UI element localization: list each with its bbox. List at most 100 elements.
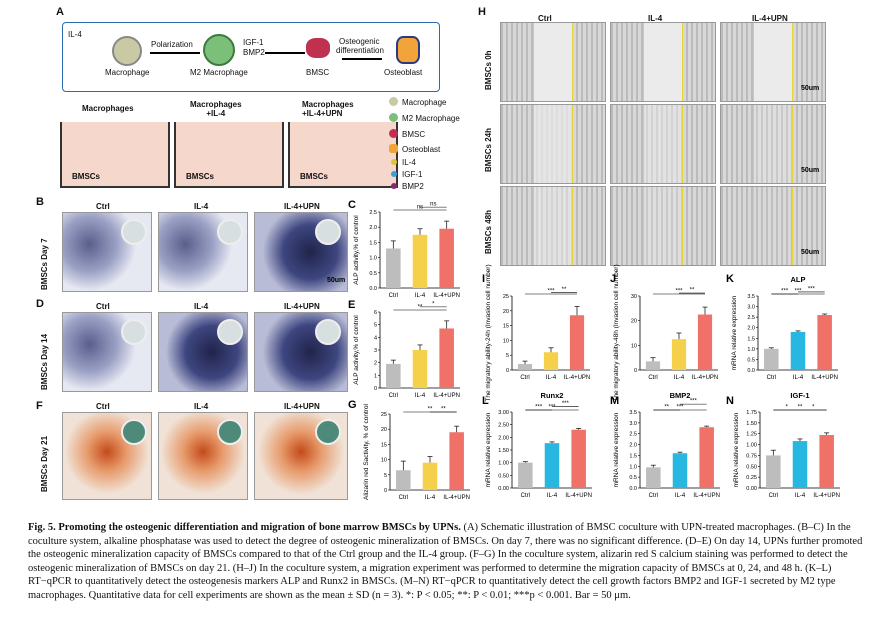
legend-item: BMP2: [402, 182, 424, 191]
significance-label: ***: [535, 405, 543, 411]
panel-label: E: [348, 299, 355, 311]
bar: [449, 432, 464, 490]
y-tick-label: 3.0: [629, 421, 637, 427]
bar: [672, 453, 688, 488]
y-tick-label: 2.0: [747, 326, 755, 332]
y-tick-label: 0.00: [746, 486, 757, 492]
migration-image: [500, 104, 606, 184]
igf1-dot-icon: [391, 171, 397, 177]
y-tick-label: 2.5: [747, 315, 755, 321]
y-tick-label: 0.00: [498, 486, 509, 492]
scale-bar-label: 50um: [801, 167, 820, 174]
group-header: IL-4: [648, 14, 663, 23]
y-tick-label: 4: [374, 335, 377, 341]
scratch-gap: [643, 105, 683, 183]
significance-label: ns: [417, 205, 423, 211]
y-tick-label: 30: [631, 294, 637, 300]
y-tick-label: 0.5: [369, 271, 377, 277]
bmp2-label: BMP2: [243, 48, 265, 57]
x-tick-label: IL-4+UPN: [564, 375, 591, 381]
bar: [439, 228, 454, 288]
well-macrophages: [60, 122, 170, 188]
bmscs-label: BMSCs: [186, 172, 215, 181]
migration-image: [610, 186, 716, 266]
chart-title: IGF-1: [790, 391, 809, 400]
significance-label: ***: [675, 289, 683, 295]
significance-label: ***: [547, 289, 555, 295]
migration-image: 50um: [720, 104, 826, 184]
y-tick-label: 0: [634, 368, 637, 374]
well-il4-upn: [288, 122, 398, 188]
migration-image: [610, 22, 716, 102]
x-tick-label: Ctrl: [399, 495, 408, 501]
bar: [544, 443, 560, 488]
ars-image-ctrl-day21: [62, 412, 152, 500]
bar: [439, 328, 454, 388]
m2-macrophage-cell-icon: [203, 34, 235, 66]
migration-image: [610, 104, 716, 184]
y-tick-label: 5: [384, 473, 387, 479]
chart-j: J 0 10 20 30 The migratory ability-48h (Invas…: [610, 264, 718, 401]
x-tick-label: IL-4: [675, 493, 686, 499]
scratch-gap: [753, 105, 793, 183]
figure-title: Promoting the osteogenic differentiation…: [58, 522, 461, 533]
group-header: Ctrl: [96, 302, 110, 311]
chart-title: ALP: [791, 275, 806, 284]
group-header: IL-4+UPN: [752, 14, 788, 23]
y-tick-label: 3: [374, 348, 377, 354]
y-tick-label: 0.25: [746, 475, 757, 481]
panel-label: G: [348, 399, 357, 411]
group-header: IL-4+UPN: [284, 302, 320, 311]
bar: [422, 462, 438, 490]
legend-item: Macrophage: [402, 98, 447, 107]
igf1-label: IGF-1: [243, 38, 264, 47]
chart-m: M 0.0 0.5 1.0 1.5 2.0 2.5 3.0 3.5 mRNA relative e…: [610, 391, 720, 499]
y-axis-label: mRNA relative expression: [731, 295, 738, 370]
panel-label: N: [726, 395, 734, 407]
y-tick-label: 1.0: [369, 256, 377, 262]
scale-bar-label: 50um: [801, 249, 820, 256]
bar: [766, 455, 781, 488]
y-tick-label: 1.75: [746, 410, 757, 416]
y-tick-label: 0.75: [746, 453, 757, 459]
significance-label: ***: [808, 286, 816, 292]
significance-label: ns: [430, 202, 436, 208]
group-header: IL-4+UPN: [284, 402, 320, 411]
bar-charts: C 0.0 0.5 1.0 1.5 2.0 2.5 ALP activity,% of con…: [348, 199, 840, 501]
y-tick-label: 0.5: [629, 475, 637, 481]
bmsc-icon: [389, 129, 398, 138]
chart-k: K 0.0 0.5 1.0 1.5 2.0 2.5 3.0 3.5 mRNA relative e…: [726, 273, 838, 381]
bar: [792, 441, 808, 488]
bmsc-label: BMSC: [306, 68, 330, 77]
m2-macrophage-icon: [389, 113, 398, 122]
y-tick-label: 3.5: [629, 410, 637, 416]
scale-bar-label: 50um: [327, 277, 346, 284]
group-header: IL-4: [194, 202, 209, 211]
x-tick-label: Ctrl: [648, 375, 657, 381]
y-tick-label: 1.0: [629, 464, 637, 470]
osteoblast-cell-icon: [396, 36, 420, 64]
x-tick-label: Ctrl: [649, 493, 658, 499]
scratch-gap: [533, 187, 573, 265]
y-tick-label: 2.50: [498, 423, 509, 429]
alp-image-il4-day14: [158, 312, 248, 392]
x-tick-label: Ctrl: [521, 493, 530, 499]
y-axis-label: ALP activity,% of control: [353, 315, 360, 385]
bar: [386, 363, 401, 388]
bar: [697, 314, 713, 370]
y-tick-label: 1.25: [746, 432, 757, 438]
y-axis-label: The migratory ability-48h (Invasion cell…: [613, 264, 620, 401]
x-tick-label: Ctrl: [389, 393, 398, 399]
bar: [386, 248, 401, 288]
bar: [517, 364, 533, 370]
bar: [412, 234, 428, 288]
y-tick-label: 2.5: [629, 432, 637, 438]
legend-item: IL-4: [402, 158, 416, 167]
significance-label: ***: [794, 289, 802, 295]
y-tick-label: 1.00: [746, 443, 757, 449]
y-tick-label: 0.50: [746, 464, 757, 470]
significance-label: **: [690, 288, 695, 294]
y-tick-label: 20: [631, 319, 637, 325]
scratch-gap: [533, 105, 573, 183]
